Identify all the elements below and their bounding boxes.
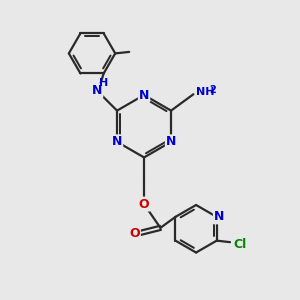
Text: 2: 2	[209, 85, 216, 95]
Text: N: N	[166, 135, 176, 148]
Text: Cl: Cl	[234, 238, 247, 251]
Text: O: O	[139, 198, 149, 211]
Text: N: N	[92, 84, 102, 97]
Text: N: N	[139, 88, 149, 101]
Text: N: N	[112, 135, 122, 148]
Text: O: O	[129, 227, 140, 240]
Text: H: H	[99, 78, 109, 88]
Text: NH: NH	[196, 87, 214, 97]
Text: N: N	[214, 210, 224, 224]
